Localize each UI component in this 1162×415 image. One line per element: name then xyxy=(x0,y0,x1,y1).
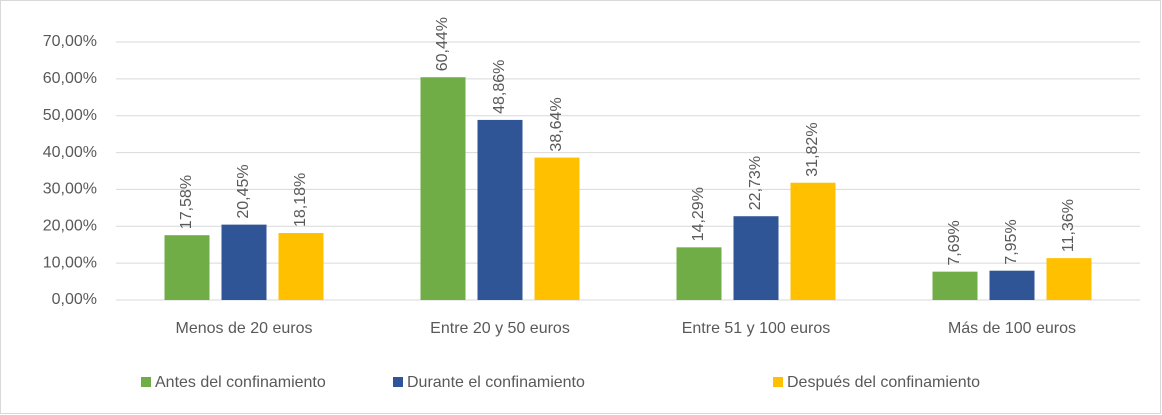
y-tick-label: 20,00% xyxy=(43,218,97,235)
bar xyxy=(534,157,580,300)
data-label: 17,58% xyxy=(178,175,195,229)
legend-swatch xyxy=(141,377,151,387)
bar xyxy=(221,224,267,300)
data-label: 48,86% xyxy=(491,60,508,114)
y-tick-label: 30,00% xyxy=(43,181,97,198)
x-tick-label: Menos de 20 euros xyxy=(176,320,313,337)
y-tick-label: 0,00% xyxy=(52,291,97,308)
legend-label: Después del confinamiento xyxy=(787,374,980,391)
bar xyxy=(676,247,722,300)
data-label: 7,95% xyxy=(1003,219,1020,264)
data-label: 22,73% xyxy=(747,156,764,210)
data-label: 38,64% xyxy=(548,97,565,151)
x-tick-label: Entre 20 y 50 euros xyxy=(430,320,570,337)
bar xyxy=(790,182,836,300)
bar xyxy=(477,119,523,300)
data-label: 11,36% xyxy=(1060,199,1077,252)
data-label: 18,18% xyxy=(292,173,309,227)
legend-swatch xyxy=(773,377,783,387)
y-tick-label: 40,00% xyxy=(43,144,97,161)
bar xyxy=(164,235,210,300)
legend-label: Durante el confinamiento xyxy=(407,374,585,391)
bar xyxy=(989,270,1035,300)
data-label: 31,82% xyxy=(804,122,821,176)
legend-label: Antes del confinamiento xyxy=(155,374,326,391)
data-label: 20,45% xyxy=(235,164,252,218)
bar xyxy=(932,271,978,300)
bar xyxy=(420,77,466,300)
data-label: 7,69% xyxy=(946,220,963,265)
y-tick-label: 60,00% xyxy=(43,70,97,87)
bar xyxy=(278,232,324,300)
y-tick-label: 70,00% xyxy=(43,33,97,50)
y-tick-label: 50,00% xyxy=(43,107,97,124)
legend-swatch xyxy=(393,377,403,387)
x-tick-label: Entre 51 y 100 euros xyxy=(682,320,831,337)
bar xyxy=(1046,258,1092,300)
x-tick-label: Más de 100 euros xyxy=(948,320,1076,337)
data-label: 14,29% xyxy=(690,187,707,241)
y-tick-label: 10,00% xyxy=(43,254,97,271)
bar xyxy=(733,216,779,300)
data-label: 60,44% xyxy=(434,17,451,71)
